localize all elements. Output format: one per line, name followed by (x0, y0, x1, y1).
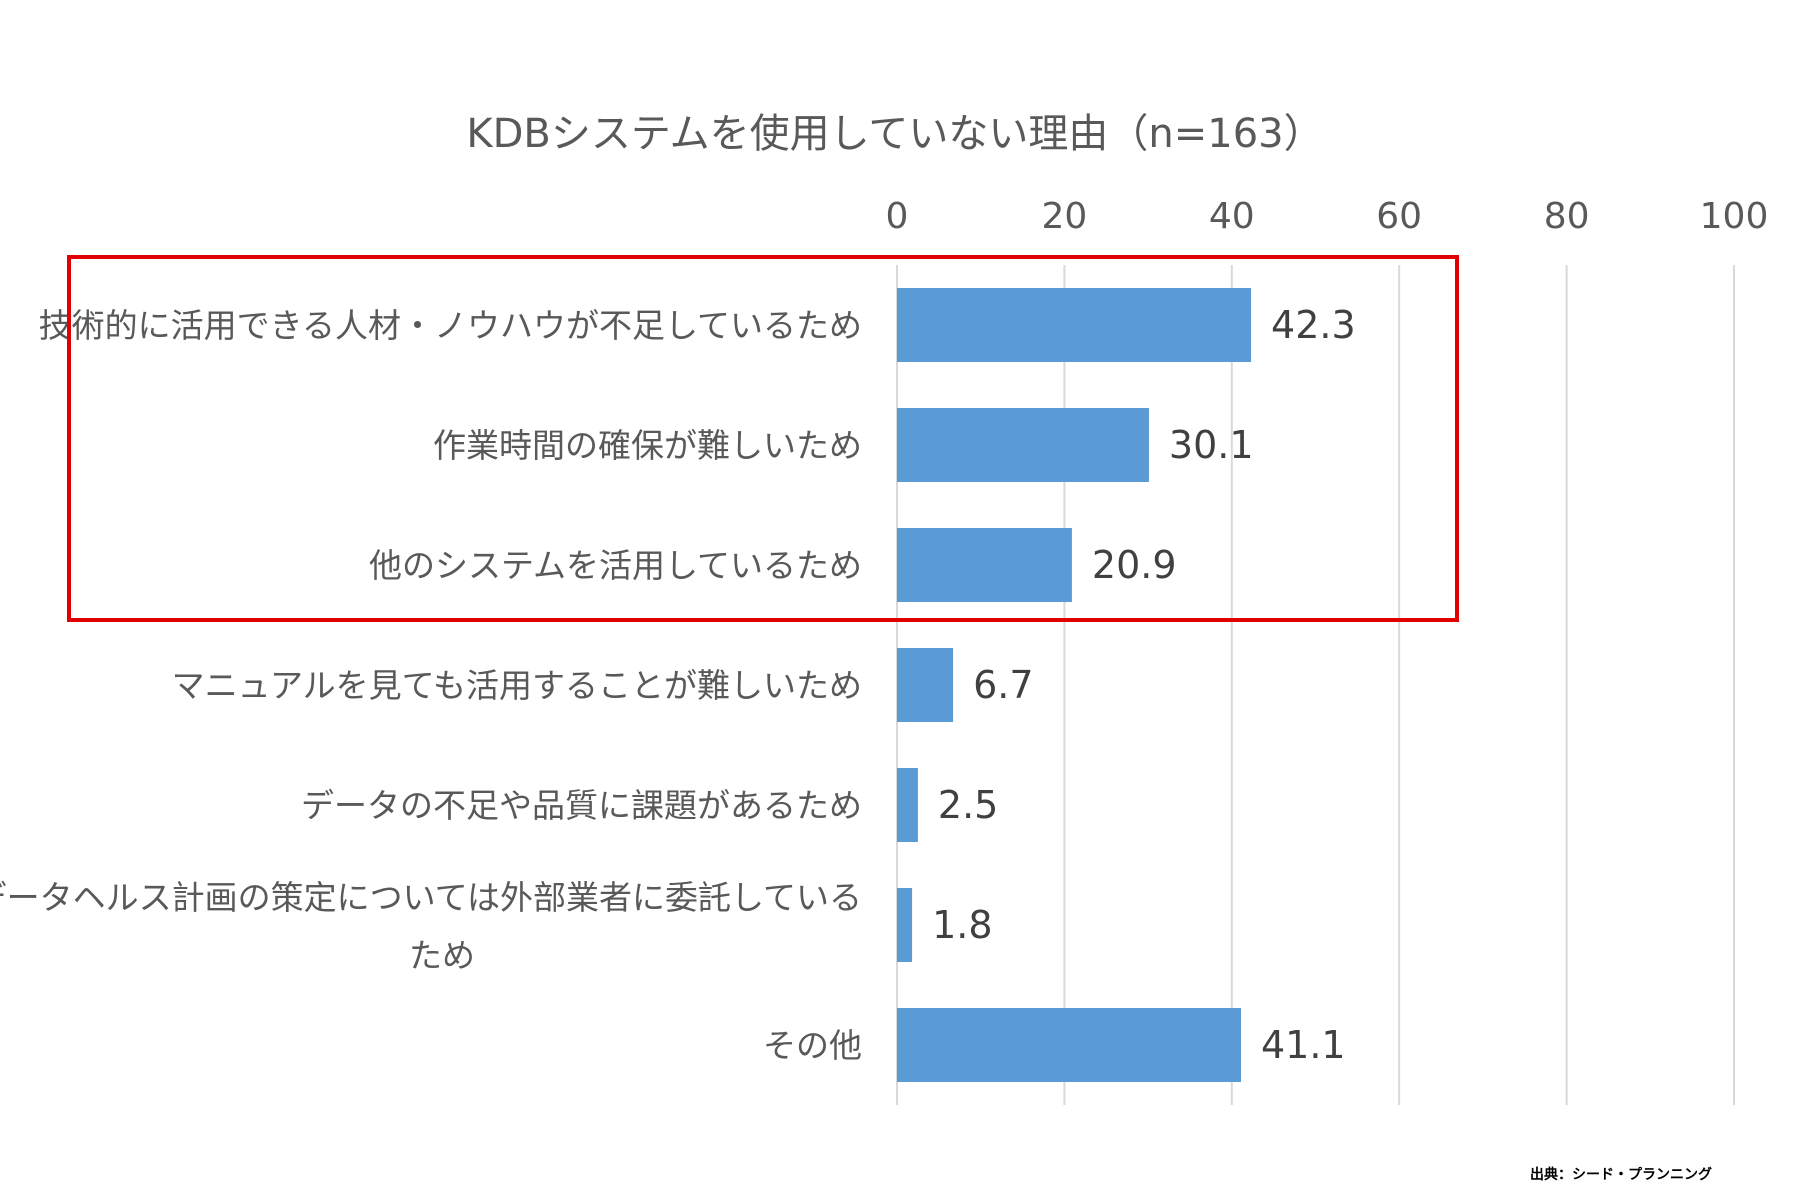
x-tick-label: 0 (886, 196, 909, 237)
bar (897, 528, 1072, 602)
bar (897, 1008, 1242, 1082)
x-tick-label: 80 (1544, 196, 1590, 237)
value-label: 1.8 (932, 903, 992, 947)
bar (897, 288, 1252, 362)
x-tick-label: 100 (1700, 196, 1769, 237)
value-labels: 42.3 30.1 20.9 6.7 2.5 1.8 41.1 (932, 303, 1356, 1067)
category-label: マニュアルを見ても活用することが難しいため (172, 666, 862, 705)
category-label: データの不足や品質に課題があるため (301, 786, 862, 825)
category-label: 他のシステムを活用しているため (369, 546, 862, 585)
chart-title: KDBシステムを使用していない理由（n=163） (466, 111, 1323, 157)
value-label: 30.1 (1169, 423, 1254, 467)
category-label: その他 (763, 1026, 862, 1065)
bar (897, 648, 954, 722)
bars (897, 288, 1252, 1082)
category-label-line: データヘルス計画の策定については外部業者に委託している (0, 878, 862, 917)
value-label: 42.3 (1271, 303, 1356, 347)
value-label: 6.7 (973, 663, 1033, 707)
x-tick-label: 40 (1209, 196, 1255, 237)
bar (897, 408, 1149, 482)
grid-lines (896, 265, 1735, 1105)
x-axis-ticks: 0 20 40 60 80 100 (886, 196, 1769, 237)
x-tick-label: 60 (1376, 196, 1422, 237)
highlight-box (67, 255, 1459, 622)
bar (897, 768, 918, 842)
category-label: 作業時間の確保が難しいため (433, 426, 862, 465)
category-label-line: ため (409, 936, 475, 975)
value-label: 20.9 (1092, 543, 1177, 587)
category-labels: 技術的に活用できる人材・ノウハウが不足しているため作業時間の確保が難しいため他の… (0, 306, 862, 1065)
value-label: 41.1 (1261, 1023, 1346, 1067)
category-label: 技術的に活用できる人材・ノウハウが不足しているため (39, 306, 862, 345)
source-credit: 出典：シード・プランニング (1530, 1166, 1712, 1183)
x-tick-label: 20 (1041, 196, 1087, 237)
bar (897, 888, 913, 962)
value-label: 2.5 (938, 783, 998, 827)
